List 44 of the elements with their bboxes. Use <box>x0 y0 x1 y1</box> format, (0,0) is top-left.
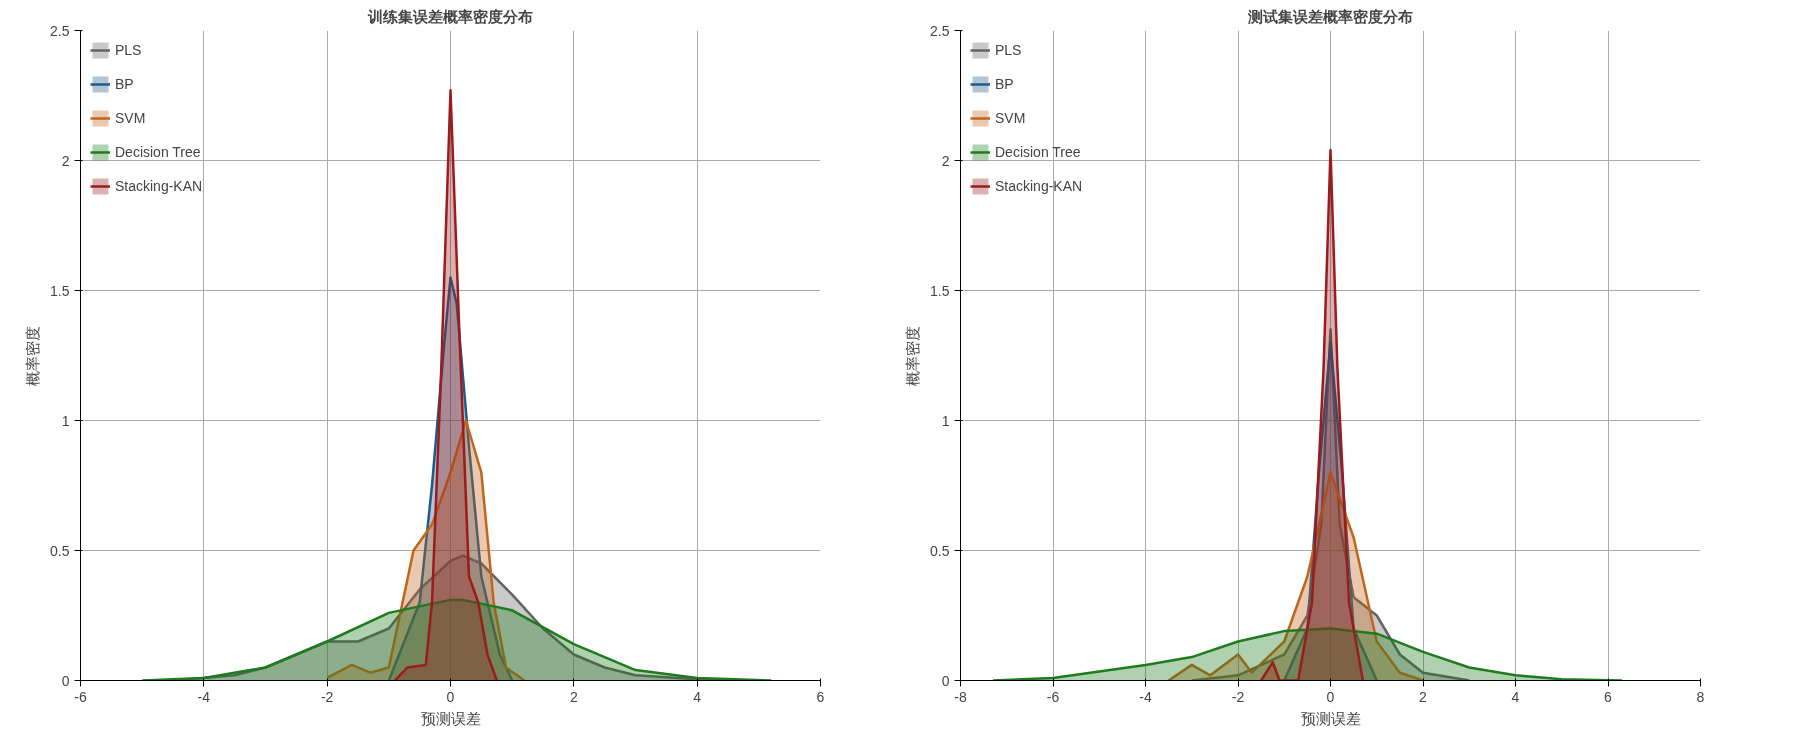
x-tick-label: -2 <box>320 688 334 705</box>
y-axis-title: 概率密度 <box>904 325 923 386</box>
chart-title: 测试集误差概率密度分布 <box>1247 7 1413 26</box>
x-tick-label: 4 <box>693 688 702 705</box>
x-tick-label: 4 <box>1511 688 1520 705</box>
y-tick-label: 1 <box>61 412 70 429</box>
legend-label: BP <box>115 76 135 92</box>
legend-label: Decision Tree <box>995 144 1081 160</box>
y-tick-label: 2.5 <box>930 22 950 39</box>
legend-label: PLS <box>995 42 1022 58</box>
y-tick-label: 0 <box>941 672 950 689</box>
y-axis-title: 概率密度 <box>24 325 43 386</box>
y-tick-label: 0.5 <box>50 542 70 559</box>
x-tick-label: 2 <box>1419 688 1428 705</box>
chart-title: 训练集误差概率密度分布 <box>367 7 533 26</box>
legend-label: BP <box>995 76 1015 92</box>
x-tick-label: 8 <box>1696 688 1705 705</box>
x-tick-label: -8 <box>954 688 967 705</box>
x-tick-label: -6 <box>1046 688 1060 705</box>
legend-label: Decision Tree <box>115 144 201 160</box>
legend-label: SVM <box>115 110 146 126</box>
y-tick-label: 0 <box>61 672 70 689</box>
x-axis-title: 预测误差 <box>420 709 481 728</box>
y-tick-label: 1 <box>941 412 950 429</box>
x-tick-label: -4 <box>197 688 211 705</box>
x-tick-label: -2 <box>1231 688 1245 705</box>
x-tick-label: 0 <box>1326 688 1335 705</box>
legend-label: Stacking-KAN <box>995 178 1083 194</box>
y-tick-label: 0.5 <box>930 542 950 559</box>
x-tick-label: 6 <box>1604 688 1613 705</box>
x-tick-label: -6 <box>74 688 87 705</box>
y-tick-label: 1.5 <box>50 282 70 299</box>
legend-label: Stacking-KAN <box>115 178 203 194</box>
y-tick-label: 2 <box>61 152 70 169</box>
y-tick-label: 2.5 <box>50 22 70 39</box>
x-tick-label: 2 <box>569 688 578 705</box>
x-axis-title: 预测误差 <box>1300 709 1361 728</box>
legend-label: PLS <box>115 42 142 58</box>
y-tick-label: 2 <box>941 152 950 169</box>
legend-label: SVM <box>995 110 1026 126</box>
x-tick-label: 0 <box>446 688 455 705</box>
y-tick-label: 1.5 <box>930 282 950 299</box>
x-tick-label: 6 <box>816 688 825 705</box>
x-tick-label: -4 <box>1139 688 1152 705</box>
